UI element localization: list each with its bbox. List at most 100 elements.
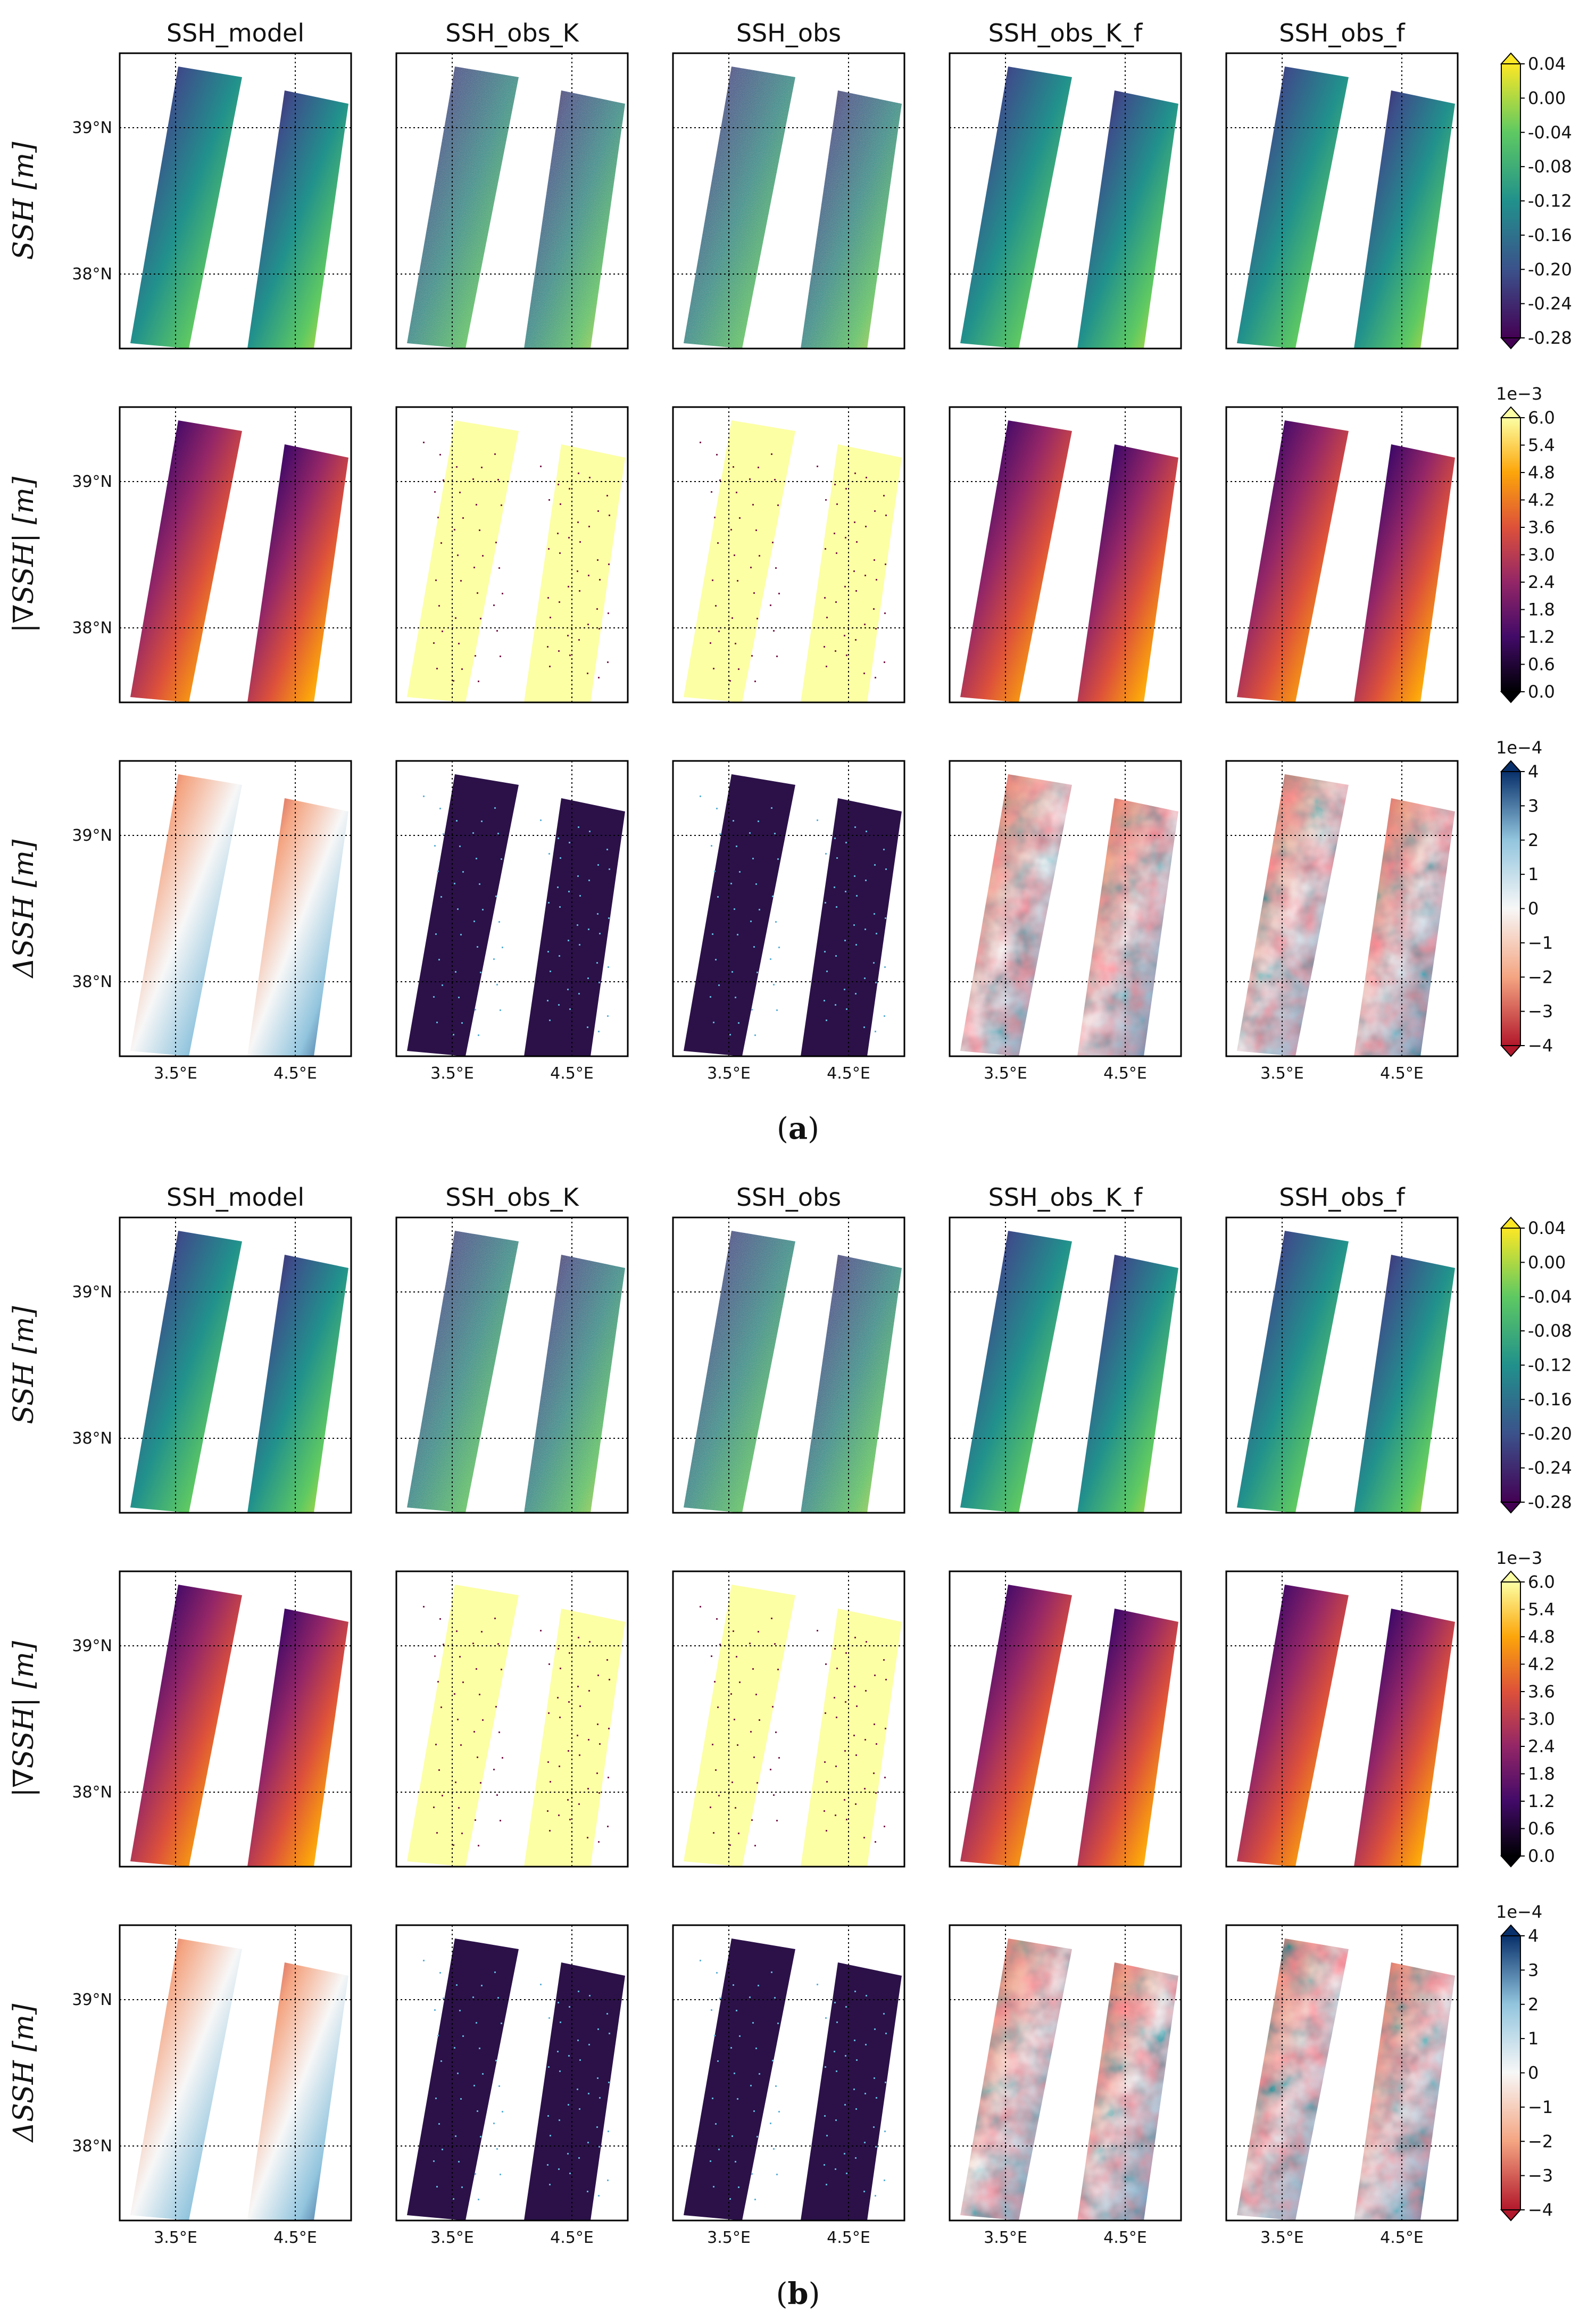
speckle <box>475 655 476 657</box>
swath <box>524 798 625 1056</box>
speckle <box>776 1009 778 1011</box>
speckle <box>733 1984 734 1986</box>
speckle <box>885 515 887 516</box>
colorbar-tick-label: 5.4 <box>1528 1600 1555 1620</box>
speckle <box>773 984 775 985</box>
speckle <box>494 1618 496 1619</box>
colorbar-tick-label: 6.0 <box>1528 408 1555 428</box>
speckle <box>866 1995 867 1996</box>
speckle <box>700 1960 701 1961</box>
map-plot: 3.5°E 4.5°E <box>949 760 1182 1083</box>
colorbar-tick-label: 3.6 <box>1528 517 1555 537</box>
map-plot <box>672 1216 905 1514</box>
speckle <box>825 2066 826 2068</box>
speckle <box>479 1694 480 1695</box>
speckle <box>599 1743 601 1745</box>
speckle <box>864 2142 866 2143</box>
subfigure-label: (b) <box>776 2276 820 2311</box>
speckle <box>772 542 774 543</box>
colorbar-tick-label: -0.04 <box>1528 122 1572 143</box>
speckle <box>472 478 474 480</box>
plot-frame <box>949 1216 1182 1514</box>
speckle <box>458 643 460 644</box>
speckle <box>844 940 846 941</box>
colorbar-extend-bottom <box>1500 1855 1522 1868</box>
speckle <box>751 1009 753 1010</box>
colorbar-tick-label: −2 <box>1528 967 1553 987</box>
speckle <box>771 807 772 809</box>
speckle <box>457 1719 459 1720</box>
speckle <box>749 478 751 480</box>
speckle <box>540 1984 542 1985</box>
speckle <box>758 1985 759 1986</box>
colorbar-tick-label: −3 <box>1528 1001 1553 1022</box>
swath <box>960 420 1072 702</box>
speckle <box>751 1819 753 1821</box>
speckle <box>824 1000 825 1001</box>
speckle <box>710 1807 711 1808</box>
swath <box>960 67 1072 349</box>
swath-texture <box>1237 774 1349 1056</box>
speckle <box>440 896 442 898</box>
speckle <box>774 1997 776 1999</box>
colorbar-exponent: 1e−4 <box>1496 1902 1542 1922</box>
lat-tick-label: 38°N <box>72 1429 112 1448</box>
speckle <box>715 2123 717 2125</box>
speckle <box>758 1631 759 1633</box>
speckle <box>547 2115 549 2117</box>
speckle <box>498 567 500 569</box>
speckle <box>433 2160 435 2162</box>
speckle <box>558 650 560 652</box>
speckle <box>472 1996 474 1998</box>
speckle <box>493 958 495 960</box>
speckle <box>844 2153 845 2155</box>
speckle <box>606 1659 608 1661</box>
speckle <box>875 628 877 629</box>
speckle <box>557 2051 559 2052</box>
speckle <box>439 808 441 809</box>
lon-tick-label: 4.5°E <box>1103 1064 1147 1083</box>
speckle <box>752 858 754 859</box>
plot-frame <box>672 1924 905 2222</box>
speckle <box>437 2035 439 2036</box>
speckle <box>737 934 738 935</box>
colorbar-tick-label: 6.0 <box>1528 1572 1555 1592</box>
speckle <box>845 891 846 892</box>
map-plot <box>119 52 352 350</box>
speckle <box>714 1681 716 1683</box>
speckle <box>549 666 551 667</box>
speckle <box>770 958 771 960</box>
speckle <box>824 597 826 599</box>
plot-frame <box>395 1216 629 1514</box>
speckle <box>836 857 838 859</box>
speckle <box>559 601 560 603</box>
colorbar-tick-label: 0.6 <box>1528 1819 1555 1839</box>
speckle <box>714 517 716 518</box>
speckle <box>835 1814 836 1816</box>
lat-tick-label: 39°N <box>72 1637 112 1655</box>
speckle <box>845 842 847 843</box>
speckle <box>834 886 835 888</box>
speckle <box>751 2173 753 2175</box>
speckle <box>713 668 714 669</box>
speckle <box>732 971 733 973</box>
swath <box>1354 1255 1455 1513</box>
speckle <box>835 955 837 957</box>
speckle <box>845 537 846 538</box>
lon-tick-label: 4.5°E <box>1380 2228 1424 2247</box>
speckle <box>479 2048 480 2049</box>
speckle <box>437 517 439 518</box>
row-label: |∇SSH| [m] <box>8 1640 40 1797</box>
speckle <box>717 2060 719 2062</box>
speckle <box>883 1659 885 1661</box>
colorbar-tick-label: 1.2 <box>1528 1791 1555 1811</box>
speckle <box>853 924 855 926</box>
speckle <box>480 972 481 973</box>
speckle <box>599 933 601 934</box>
speckle <box>458 2161 460 2162</box>
speckle <box>856 895 858 897</box>
speckle <box>475 1819 476 1821</box>
map-plot <box>1225 1216 1459 1514</box>
colorbar-tick-label: 0.0 <box>1528 682 1555 702</box>
speckle <box>423 1606 425 1608</box>
